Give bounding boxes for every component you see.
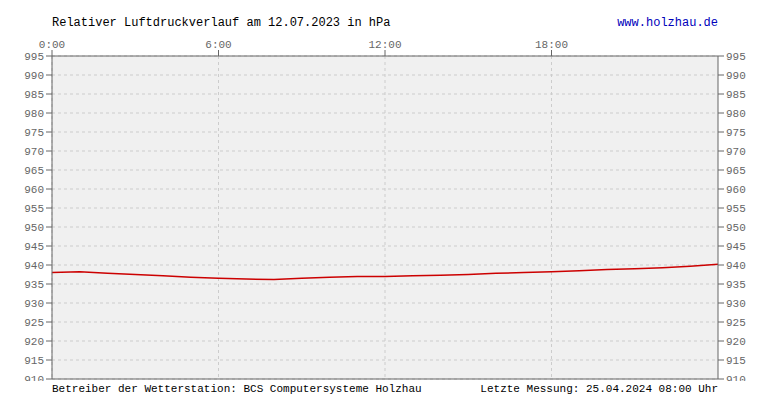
svg-text:990: 990	[726, 70, 746, 82]
svg-text:960: 960	[24, 184, 44, 196]
svg-text:945: 945	[24, 241, 44, 253]
svg-text:915: 915	[24, 355, 44, 367]
svg-text:18:00: 18:00	[535, 39, 568, 51]
svg-text:970: 970	[726, 146, 746, 158]
svg-text:940: 940	[726, 260, 746, 272]
svg-text:945: 945	[726, 241, 746, 253]
svg-text:965: 965	[24, 165, 44, 177]
svg-text:940: 940	[24, 260, 44, 272]
svg-text:930: 930	[726, 298, 746, 310]
svg-text:965: 965	[726, 165, 746, 177]
svg-text:925: 925	[726, 317, 746, 329]
svg-text:910: 910	[24, 374, 44, 381]
svg-text:950: 950	[24, 222, 44, 234]
svg-text:985: 985	[726, 89, 746, 101]
svg-text:995: 995	[726, 51, 746, 63]
svg-text:980: 980	[726, 108, 746, 120]
svg-text:980: 980	[24, 108, 44, 120]
svg-text:0:00: 0:00	[39, 39, 65, 51]
html-text:www.holzhau.de: www.holzhau.de	[617, 16, 718, 30]
svg-text:915: 915	[726, 355, 746, 367]
svg-text:935: 935	[24, 279, 44, 291]
svg-text:975: 975	[726, 127, 746, 139]
svg-text:955: 955	[726, 203, 746, 215]
svg-text:910: 910	[726, 374, 746, 381]
svg-text:930: 930	[24, 298, 44, 310]
svg-text:935: 935	[726, 279, 746, 291]
html-text:Letzte Messung: 25.04.2024 08:: Letzte Messung: 25.04.2024 08:00 Uhr	[480, 383, 718, 395]
html-text:Relativer Luftdruckverlauf am: Relativer Luftdruckverlauf am 12.07.2023…	[52, 16, 391, 30]
svg-text:990: 990	[24, 70, 44, 82]
svg-text:12:00: 12:00	[368, 39, 401, 51]
svg-text:955: 955	[24, 203, 44, 215]
svg-text:6:00: 6:00	[205, 39, 231, 51]
svg-text:925: 925	[24, 317, 44, 329]
svg-text:960: 960	[726, 184, 746, 196]
svg-text:920: 920	[24, 336, 44, 348]
svg-text:950: 950	[726, 222, 746, 234]
svg-text:920: 920	[726, 336, 746, 348]
svg-text:975: 975	[24, 127, 44, 139]
svg-text:985: 985	[24, 89, 44, 101]
svg-text:970: 970	[24, 146, 44, 158]
svg-text:995: 995	[24, 51, 44, 63]
html-text:Betreiber der Wetterstation: B: Betreiber der Wetterstation: BCS Compute…	[52, 383, 422, 395]
